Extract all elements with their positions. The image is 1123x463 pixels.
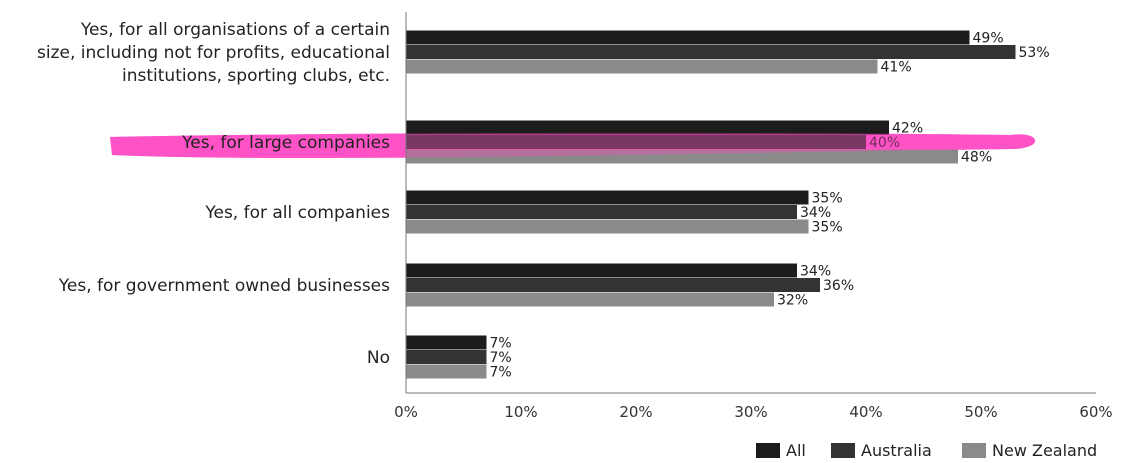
bar-australia-3 [406, 278, 820, 292]
bar-new-zealand-1 [406, 149, 958, 164]
bar-new-zealand-4 [406, 364, 487, 379]
category-label: institutions, sporting clubs, etc. [122, 66, 390, 86]
legend-label: Australia [861, 441, 932, 460]
bar-new-zealand-2 [406, 219, 809, 234]
bar-australia-2 [406, 205, 797, 219]
data-label: 7% [490, 350, 512, 366]
bar-new-zealand-3 [406, 292, 774, 307]
highlight-overlay-stroke [110, 132, 1036, 159]
x-tick-label: 20% [619, 403, 652, 421]
x-tick-label: 60% [1079, 403, 1112, 421]
bar-australia-1 [406, 135, 866, 149]
data-label: 35% [812, 191, 843, 207]
x-tick-label: 0% [394, 403, 418, 421]
bar-all-1 [406, 120, 889, 135]
category-label: Yes, for large companies [181, 133, 390, 153]
highlight-overlay [110, 132, 1036, 159]
category-label: Yes, for government owned businesses [58, 276, 390, 296]
data-label: 34% [800, 205, 831, 221]
x-tick-labels: 0% 10% 20% 30% 40% 50% 60% [394, 403, 1113, 421]
data-label: 36% [823, 278, 854, 294]
axes [405, 12, 1096, 394]
legend-swatch [831, 443, 855, 458]
bar-new-zealand-0 [406, 59, 878, 74]
category-label: Yes, for all companies [204, 203, 390, 223]
legend-label: New Zealand [992, 441, 1097, 460]
bar-all-2 [406, 190, 809, 205]
bar-all-4 [406, 335, 487, 350]
x-tick-label: 10% [504, 403, 537, 421]
data-label: 40% [869, 135, 900, 151]
bar-all-0 [406, 30, 970, 45]
bars: 49%53%41%42%40%48%35%34%35%34%36%32%7%7%… [406, 30, 1050, 381]
bar-australia-4 [406, 350, 487, 364]
legend-swatch [962, 443, 986, 458]
x-tick-label: 40% [849, 403, 882, 421]
data-label: 7% [490, 336, 512, 352]
data-label: 32% [777, 293, 808, 309]
legend-swatch [756, 443, 780, 458]
legend-label: All [786, 441, 806, 460]
category-label: No [367, 348, 390, 368]
category-label: Yes, for all organisations of a certain [80, 20, 390, 40]
data-label: 34% [800, 264, 831, 280]
category-labels: Yes, for all organisations of a certain s… [37, 20, 390, 368]
x-tick-label: 50% [964, 403, 997, 421]
data-label: 49% [973, 31, 1004, 47]
category-label: size, including not for profits, educati… [37, 43, 390, 63]
data-label: 53% [1019, 45, 1050, 61]
data-label: 48% [961, 150, 992, 166]
legend: All Australia New Zealand [756, 441, 1097, 460]
bar-australia-0 [406, 45, 1016, 59]
bar-all-3 [406, 263, 797, 278]
x-tick-label: 30% [734, 403, 767, 421]
data-label: 42% [892, 121, 923, 137]
data-label: 7% [490, 365, 512, 381]
data-label: 41% [881, 60, 912, 76]
data-label: 35% [812, 220, 843, 236]
